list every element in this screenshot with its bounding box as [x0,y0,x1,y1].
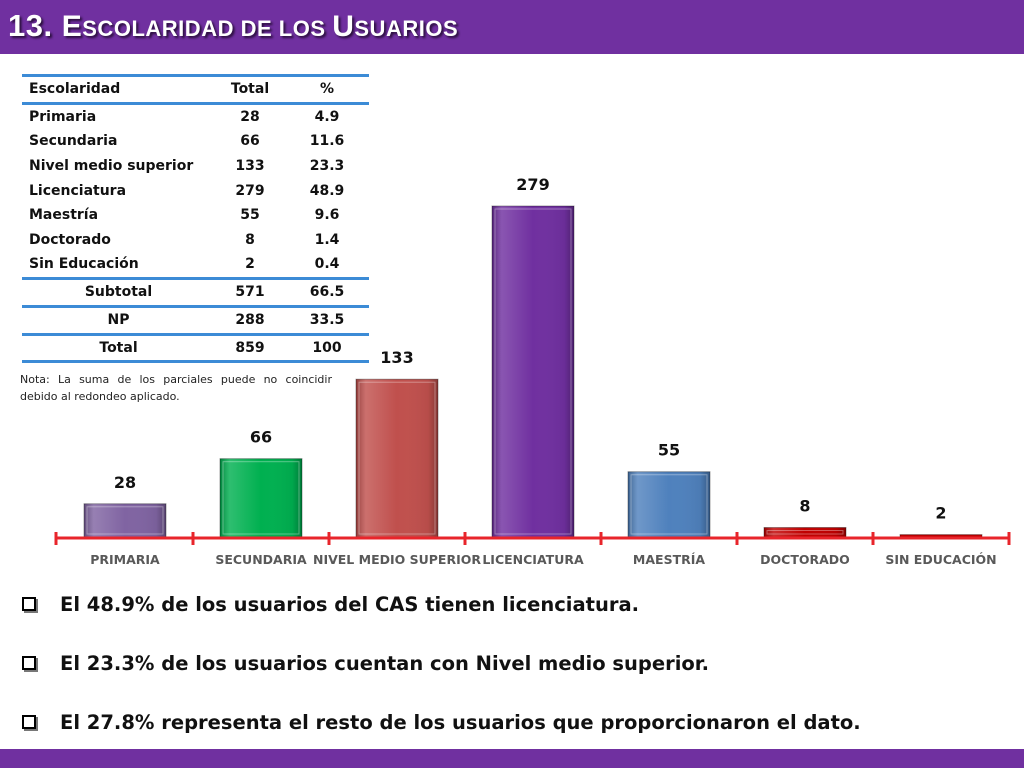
table-cell: 4.9 [314,108,340,125]
bar-highlight [358,381,436,535]
bar-4 [627,471,711,538]
data-label: 28 [114,473,136,492]
title-smallcaps: ESCOLARIDAD DE LOS USUARIOS [61,10,459,43]
table-cell: Maestría [29,207,99,224]
checkbox-bullet-icon [22,597,36,611]
table-cell: Licenciatura [29,182,127,199]
table-row: Secundaria 66 11.6 [22,129,369,154]
table-row: Licenciatura 279 48.9 [22,178,369,203]
bar-bevel [84,503,166,537]
category-label: DOCTORADO [760,552,850,567]
table-cell: 571 [215,276,285,308]
table-row: Doctorado 8 1.4 [22,228,369,253]
bar-2 [355,378,439,538]
table-cell: Nivel medio superior [29,158,194,175]
table-header-cell: Escolaridad [22,74,215,105]
bar-highlight [630,474,708,535]
category-label: SECUNDARIA [215,552,307,567]
rounding-note: Nota: La suma de los parciales puede no … [20,373,332,403]
table-cell: 11.6 [309,133,345,150]
table-header-cell: % [285,74,369,105]
bullet-text: El 27.8% representa el resto de los usua… [60,710,861,734]
table-cell: 0.4 [314,256,340,273]
bar-1 [219,458,303,538]
np-row: NP 288 33.5 [22,306,369,334]
bullet-text: El 23.3% de los usuarios cuentan con Niv… [60,651,710,675]
table-cell: 279 [235,182,265,199]
data-label: 279 [516,175,549,194]
table-cell: Total [22,332,215,363]
table-cell: 55 [240,207,260,224]
bottom-bar [0,749,1024,768]
title-prefix: 13. [8,8,62,43]
table-cell: Sin Educación [29,256,139,273]
checkbox-bullet-icon [22,656,36,670]
bar-bevel [356,379,438,537]
table-cell: 100 [285,332,369,363]
table-cell: 8 [245,231,255,248]
bar-bevel [220,458,302,537]
category-label: LICENCIATURA [482,552,584,567]
bar-highlight [766,530,844,535]
bar-3 [491,205,575,538]
table-cell: 48.9 [309,182,345,199]
data-label: 66 [250,428,272,447]
table-row: Maestría 55 9.6 [22,203,369,228]
bullet-item: El 23.3% de los usuarios cuentan con Niv… [22,645,1012,681]
table-cell: Doctorado [29,231,111,248]
table-row: Nivel medio superior 133 23.3 [22,154,369,179]
bullet-item: El 48.9% de los usuarios del CAS tienen … [22,586,1012,622]
checkbox-bullet-icon [22,715,36,729]
bullet-text: El 48.9% de los usuarios del CAS tienen … [60,592,640,616]
bullet-item: El 27.8% representa el resto de los usua… [22,704,1012,740]
bars-layer [83,205,983,538]
page-title: 13. ESCOLARIDAD DE LOS USUARIOS [8,8,458,44]
table-cell: NP [107,312,130,329]
bar-highlight [494,208,572,535]
table-cell: Subtotal [22,276,215,308]
table-cell: 1.4 [314,231,340,248]
bar-bevel [492,206,574,537]
subtotal-row: Subtotal 571 66.5 [22,276,369,308]
bar-0 [83,503,167,538]
bar-highlight [86,506,164,535]
data-label: 8 [799,497,810,516]
table-cell: 23.3 [309,158,345,175]
category-label: NIVEL MEDIO SUPERIOR [313,552,481,567]
table-row: Primaria 28 4.9 [22,103,369,129]
table-cell: 133 [235,158,265,175]
bar-bevel [628,471,710,537]
bar-highlight [222,461,300,535]
table-cell: 2 [245,256,255,273]
table-cell: 859 [215,332,285,363]
table-header-cell: Total [215,74,285,105]
table-cell: 28 [240,108,260,125]
table-cell: 9.6 [314,207,340,224]
table-cell: Primaria [29,108,97,125]
data-label: 2 [935,504,946,523]
table-header-row: Escolaridad Total % [22,74,369,105]
table-cell: 66 [240,133,260,150]
table-cell: 66.5 [285,276,369,308]
bar-bevel [764,527,846,537]
data-label: 133 [380,348,413,367]
table-cell: Secundaria [29,133,118,150]
table-row: Sin Educación 2 0.4 [22,252,369,278]
category-label: MAESTRÍA [633,552,705,567]
table-cell: 33.5 [309,312,345,329]
title-bar: 13. ESCOLARIDAD DE LOS USUARIOS [0,0,1024,54]
category-label: SIN EDUCACIÓN [885,552,996,567]
category-label: PRIMARIA [90,552,160,567]
bullet-list: El 48.9% de los usuarios del CAS tienen … [22,586,1012,763]
bar-5 [763,527,847,538]
total-row: Total 859 100 [22,332,369,363]
data-label: 55 [658,441,680,460]
table-cell: 288 [235,312,265,329]
escolaridad-table: Escolaridad Total % Primaria 28 4.9 Secu… [22,74,369,363]
